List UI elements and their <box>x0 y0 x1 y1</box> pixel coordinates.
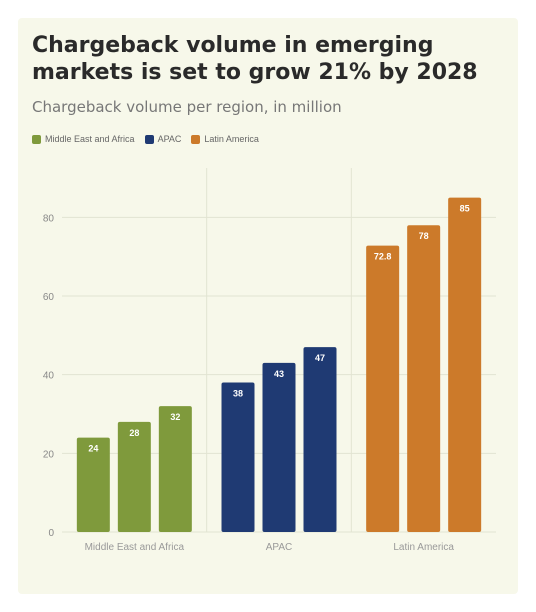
bar-value-label: 85 <box>460 204 470 214</box>
bar <box>448 197 482 532</box>
legend-label-mea: Middle East and Africa <box>45 134 135 144</box>
bar <box>117 421 151 532</box>
y-tick-label: 20 <box>43 449 55 460</box>
y-tick-label: 80 <box>43 213 55 224</box>
legend-item-latam: Latin America <box>191 134 259 144</box>
legend-label-latam: Latin America <box>204 134 259 144</box>
y-tick-label: 40 <box>43 371 55 382</box>
bar-value-label: 24 <box>88 444 98 454</box>
bar-value-label: 32 <box>170 412 180 422</box>
legend-item-mea: Middle East and Africa <box>32 134 135 144</box>
legend-swatch-latam <box>191 134 201 144</box>
y-tick-label: 0 <box>48 528 54 539</box>
category-label: Latin America <box>393 542 454 553</box>
bar <box>303 347 337 532</box>
legend-swatch-apac <box>144 134 154 144</box>
bar-value-label: 43 <box>274 369 284 379</box>
bar <box>407 225 441 532</box>
legend-label-apac: APAC <box>157 134 182 144</box>
bar <box>221 382 255 532</box>
chart-subtitle: Chargeback volume per region, in million <box>32 98 342 116</box>
bar-value-label: 38 <box>233 389 243 399</box>
legend-swatch-mea <box>32 134 41 144</box>
bar <box>158 406 192 532</box>
y-tick-label: 60 <box>43 292 55 303</box>
bar <box>366 245 400 533</box>
legend: Middle East and Africa APAC Latin Americ… <box>32 134 259 144</box>
bar <box>262 362 296 532</box>
bar-value-label: 28 <box>129 428 139 438</box>
chart-card: Chargeback volume in emerging markets is… <box>18 18 518 594</box>
category-label: APAC <box>266 542 293 553</box>
category-label: Middle East and Africa <box>85 542 185 553</box>
chart-title: Chargeback volume in emerging markets is… <box>32 33 478 85</box>
bar-value-label: 72.8 <box>374 252 392 262</box>
bar <box>76 437 110 532</box>
legend-item-apac: APAC <box>144 134 182 144</box>
bar-value-label: 78 <box>419 231 429 241</box>
bar-chart: 0 20 40 60 80 24 28 32 Middle East and Africa 38 4… <box>43 168 496 553</box>
bar-value-label: 47 <box>315 353 325 363</box>
